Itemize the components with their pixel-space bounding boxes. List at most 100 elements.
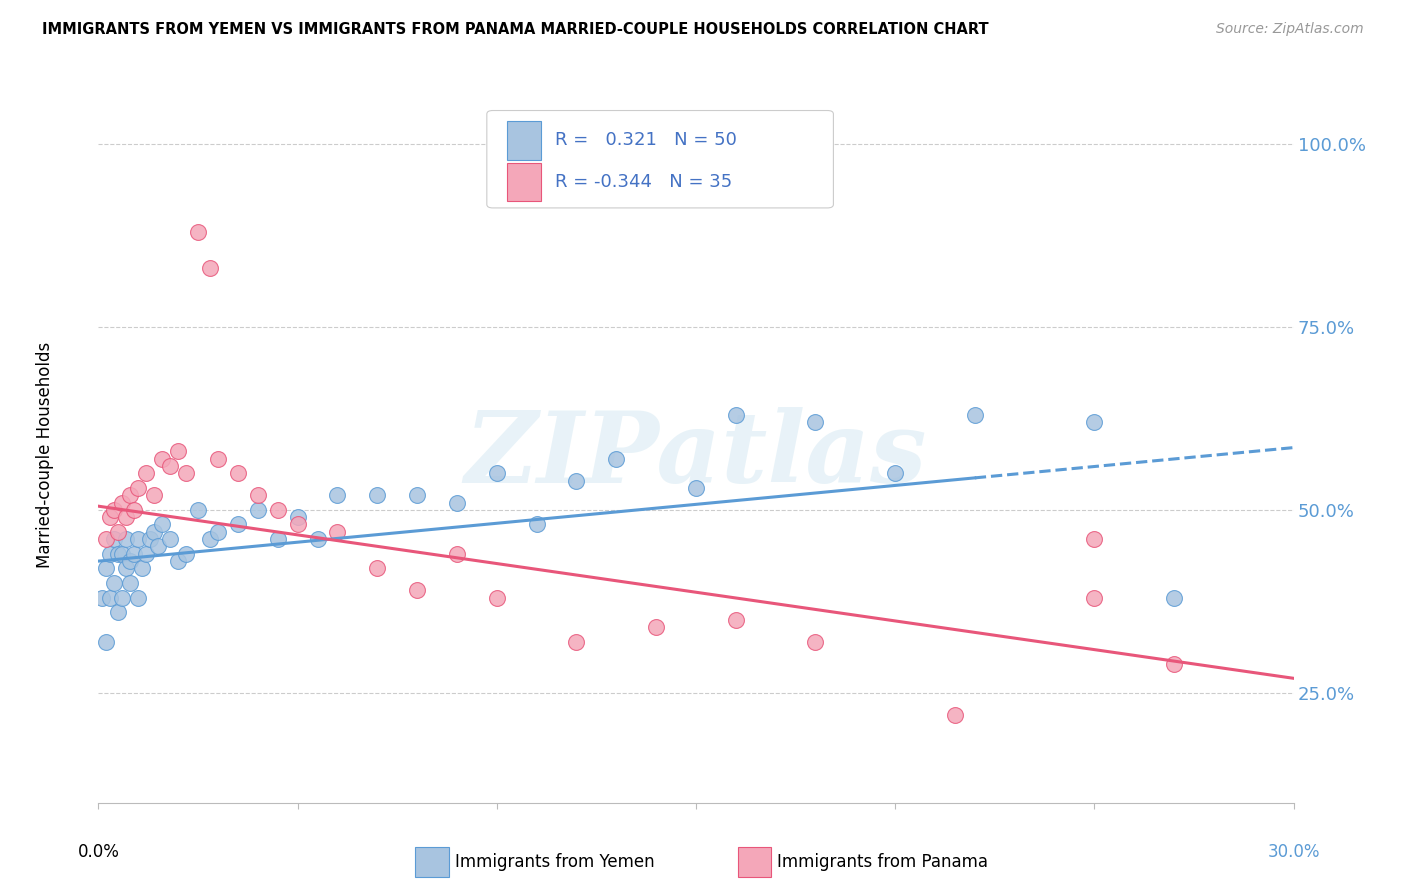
Point	[565, 474, 588, 488]
Point	[724, 613, 747, 627]
Text: IMMIGRANTS FROM YEMEN VS IMMIGRANTS FROM PANAMA MARRIED-COUPLE HOUSEHOLDS CORREL: IMMIGRANTS FROM YEMEN VS IMMIGRANTS FROM…	[42, 22, 988, 37]
Point	[645, 620, 668, 634]
Point	[246, 488, 269, 502]
Point	[143, 524, 166, 539]
Point	[198, 532, 221, 546]
Point	[91, 591, 114, 605]
Point	[127, 481, 149, 495]
Point	[131, 561, 153, 575]
Point	[207, 451, 229, 466]
Point	[115, 561, 138, 575]
Text: Source: ZipAtlas.com: Source: ZipAtlas.com	[1216, 22, 1364, 37]
Text: Immigrants from Yemen: Immigrants from Yemen	[454, 853, 654, 871]
Point	[167, 554, 190, 568]
Point	[1083, 415, 1105, 429]
Bar	[738, 847, 772, 877]
Point	[963, 408, 986, 422]
Point	[174, 547, 197, 561]
Point	[724, 408, 747, 422]
Point	[226, 517, 249, 532]
Text: R =   0.321   N = 50: R = 0.321 N = 50	[555, 131, 737, 150]
Point	[96, 634, 118, 648]
Point	[446, 547, 468, 561]
Text: ZIPatlas: ZIPatlas	[465, 407, 927, 503]
Point	[124, 503, 146, 517]
Point	[884, 467, 907, 481]
Point	[943, 707, 966, 722]
Point	[148, 540, 170, 554]
Text: 30.0%: 30.0%	[1267, 843, 1320, 861]
Text: Immigrants from Panama: Immigrants from Panama	[778, 853, 988, 871]
Point	[446, 495, 468, 509]
Bar	[508, 121, 541, 160]
Point	[366, 561, 388, 575]
Point	[150, 517, 173, 532]
Point	[267, 532, 290, 546]
Point	[804, 634, 827, 648]
Text: R = -0.344   N = 35: R = -0.344 N = 35	[555, 173, 733, 191]
Point	[103, 576, 125, 591]
Point	[287, 510, 309, 524]
Point	[100, 591, 122, 605]
Point	[326, 488, 349, 502]
Point	[565, 634, 588, 648]
Point	[107, 524, 129, 539]
Bar	[415, 847, 449, 877]
Point	[115, 510, 138, 524]
Point	[96, 532, 118, 546]
Point	[143, 488, 166, 502]
Point	[307, 532, 329, 546]
Point	[174, 467, 197, 481]
Point	[287, 517, 309, 532]
Point	[485, 467, 508, 481]
Point	[127, 532, 149, 546]
Point	[139, 532, 162, 546]
Point	[326, 524, 349, 539]
Point	[366, 488, 388, 502]
Point	[124, 547, 146, 561]
Point	[111, 591, 134, 605]
Point	[804, 415, 827, 429]
Point	[135, 547, 157, 561]
Point	[406, 488, 429, 502]
Point	[207, 524, 229, 539]
Point	[111, 547, 134, 561]
Point	[115, 532, 138, 546]
Point	[198, 261, 221, 276]
Point	[150, 451, 173, 466]
Point	[100, 510, 122, 524]
Point	[120, 488, 142, 502]
Point	[120, 554, 142, 568]
Point	[526, 517, 548, 532]
Point	[187, 503, 209, 517]
Point	[485, 591, 508, 605]
Point	[107, 606, 129, 620]
Point	[685, 481, 707, 495]
Point	[96, 561, 118, 575]
Point	[159, 532, 181, 546]
Point	[100, 547, 122, 561]
Point	[103, 532, 125, 546]
Point	[267, 503, 290, 517]
Text: 0.0%: 0.0%	[77, 843, 120, 861]
Point	[135, 467, 157, 481]
Point	[167, 444, 190, 458]
Point	[605, 451, 627, 466]
Point	[127, 591, 149, 605]
Point	[246, 503, 269, 517]
Bar	[508, 163, 541, 202]
Point	[159, 458, 181, 473]
Point	[103, 503, 125, 517]
Point	[120, 576, 142, 591]
Point	[1163, 591, 1185, 605]
Point	[187, 225, 209, 239]
Point	[111, 495, 134, 509]
FancyBboxPatch shape	[486, 111, 834, 208]
Point	[107, 547, 129, 561]
Point	[1083, 532, 1105, 546]
Point	[226, 467, 249, 481]
Text: Married-couple Households: Married-couple Households	[35, 342, 53, 568]
Point	[1083, 591, 1105, 605]
Point	[1163, 657, 1185, 671]
Point	[406, 583, 429, 598]
